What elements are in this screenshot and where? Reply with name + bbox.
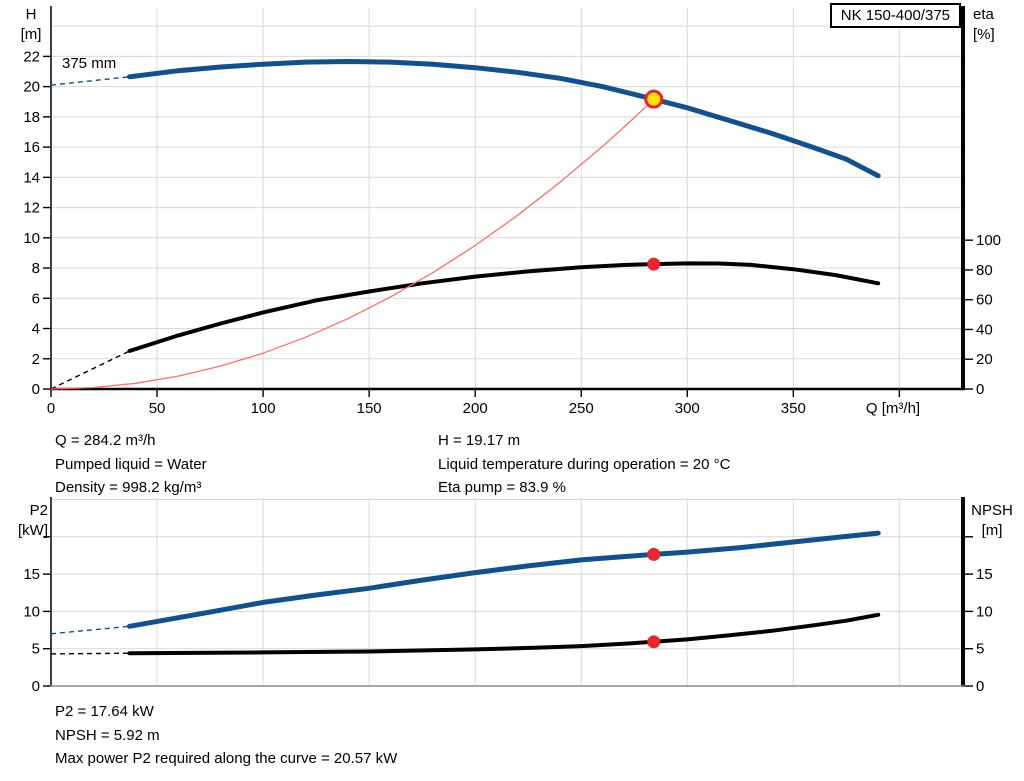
svg-text:300: 300 — [675, 400, 700, 417]
eta-axis-label-unit: [%] — [973, 26, 995, 43]
svg-text:50: 50 — [149, 400, 166, 417]
info-line-temperature: Liquid temperature during operation = 20… — [438, 455, 731, 473]
dot-marker — [647, 635, 661, 649]
npsh-axis-label-symbol: NPSH — [971, 502, 1013, 519]
svg-text:60: 60 — [976, 292, 993, 309]
info-line-p2: P2 = 17.64 kW — [55, 703, 154, 720]
operating-point-info-left: Q = 284.2 m³/h Pumped liquid = Water Den… — [55, 429, 207, 500]
svg-text:40: 40 — [976, 321, 993, 338]
svg-text:Q [m³/h]: Q [m³/h] — [866, 400, 920, 417]
svg-text:200: 200 — [463, 400, 488, 417]
info-line-h: H = 19.17 m — [438, 432, 521, 449]
svg-text:18: 18 — [23, 109, 40, 126]
svg-text:250: 250 — [569, 400, 594, 417]
hq-chart-svg: 0 2 4 6 8 10 12 14 16 18 20 22 0 20 40 60 80 100 0 50 100 150… — [23, 6, 1001, 417]
axis-ticks — [43, 536, 973, 687]
svg-text:150: 150 — [357, 400, 382, 417]
p2-axis-label: P2 [kW] — [2, 501, 48, 541]
npsh-axis-label: NPSH [m] — [966, 501, 1018, 541]
axis-tick-labels: 0 5 10 15 0 5 10 15 — [23, 566, 992, 695]
svg-text:15: 15 — [23, 566, 40, 583]
dot-marker — [647, 547, 661, 561]
info-line-max-power: Max power P2 required along the curve = … — [55, 750, 398, 768]
svg-text:0: 0 — [32, 678, 40, 695]
head-curve-375mm — [50, 59, 881, 179]
efficiency-curve — [50, 261, 881, 390]
axis-tick-labels: 0 2 4 6 8 10 12 14 16 18 20 22 0 20 40 60 80 100 0 50 100 150… — [23, 48, 1001, 417]
svg-text:100: 100 — [251, 400, 276, 417]
svg-text:4: 4 — [32, 321, 40, 338]
p2-power-curve — [50, 530, 881, 635]
svg-text:350: 350 — [781, 400, 806, 417]
gridlines — [51, 498, 963, 686]
svg-text:20: 20 — [976, 351, 993, 368]
duty-point-marker — [644, 89, 664, 109]
h-axis-label-unit: [m] — [20, 26, 42, 43]
h-axis-label: H [m] — [12, 5, 50, 45]
svg-text:100: 100 — [976, 232, 1001, 249]
svg-text:22: 22 — [23, 48, 40, 65]
info-line-liquid: Pumped liquid = Water — [55, 455, 207, 473]
svg-text:0: 0 — [976, 381, 984, 398]
impeller-diameter-label: 375 mm — [62, 55, 117, 72]
eta-axis-label-symbol: eta — [973, 6, 994, 23]
svg-text:0: 0 — [32, 381, 40, 398]
svg-text:0: 0 — [47, 400, 55, 417]
info-line-npsh: NPSH = 5.92 m — [55, 726, 160, 744]
svg-text:0: 0 — [976, 678, 984, 695]
svg-text:5: 5 — [976, 641, 984, 658]
gridlines — [51, 8, 963, 389]
pump-type-box: NK 150-400/375 — [829, 3, 961, 28]
svg-text:6: 6 — [32, 290, 40, 307]
svg-text:12: 12 — [23, 200, 40, 217]
p2-axis-label-symbol: P2 — [29, 502, 48, 519]
svg-text:14: 14 — [23, 169, 40, 186]
svg-text:8: 8 — [32, 260, 40, 277]
eta-axis-label: eta [%] — [973, 5, 995, 45]
power-npsh-info: P2 = 17.64 kW NPSH = 5.92 m Max power P2… — [55, 700, 397, 771]
affinity-parabola — [50, 98, 655, 390]
axis-ticks — [43, 55, 973, 397]
dot-marker — [647, 257, 661, 271]
p2-axis-label-unit: [kW] — [18, 522, 48, 539]
svg-text:10: 10 — [23, 603, 40, 620]
operating-point-info-right: H = 19.17 m Liquid temperature during op… — [438, 429, 730, 500]
svg-text:20: 20 — [23, 79, 40, 96]
npsh-curve — [50, 612, 881, 656]
svg-text:15: 15 — [976, 566, 993, 583]
info-line-density: Density = 998.2 kg/m³ — [55, 479, 202, 497]
svg-text:10: 10 — [23, 230, 40, 247]
axes — [50, 497, 965, 687]
npsh-axis-label-unit: [m] — [981, 522, 1003, 539]
svg-text:80: 80 — [976, 262, 993, 279]
info-line-eta: Eta pump = 83.9 % — [438, 479, 566, 497]
svg-text:2: 2 — [32, 351, 40, 368]
h-axis-label-symbol: H — [25, 6, 37, 23]
axes — [50, 6, 965, 391]
svg-text:10: 10 — [976, 603, 993, 620]
svg-text:5: 5 — [32, 641, 40, 658]
info-line-q: Q = 284.2 m³/h — [55, 432, 156, 449]
svg-text:16: 16 — [23, 139, 40, 156]
p2-npsh-chart-svg: 0 5 10 15 0 5 10 15 — [23, 497, 993, 695]
